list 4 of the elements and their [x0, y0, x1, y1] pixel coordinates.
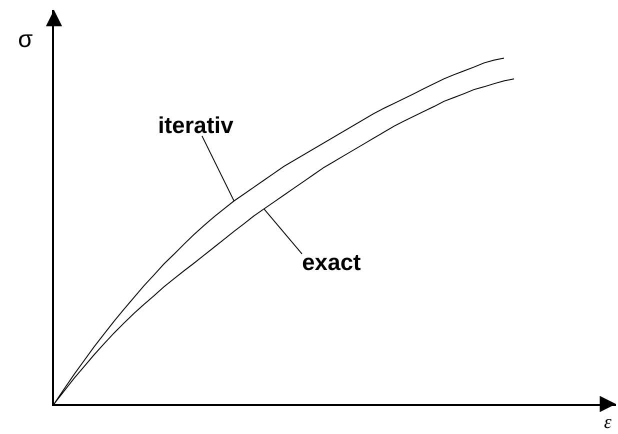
- text: iterativ: [158, 112, 234, 138]
- legend-label: exact: [302, 249, 362, 275]
- y-axis-title: σ: [18, 26, 33, 53]
- x-axis-title: ε: [604, 412, 612, 433]
